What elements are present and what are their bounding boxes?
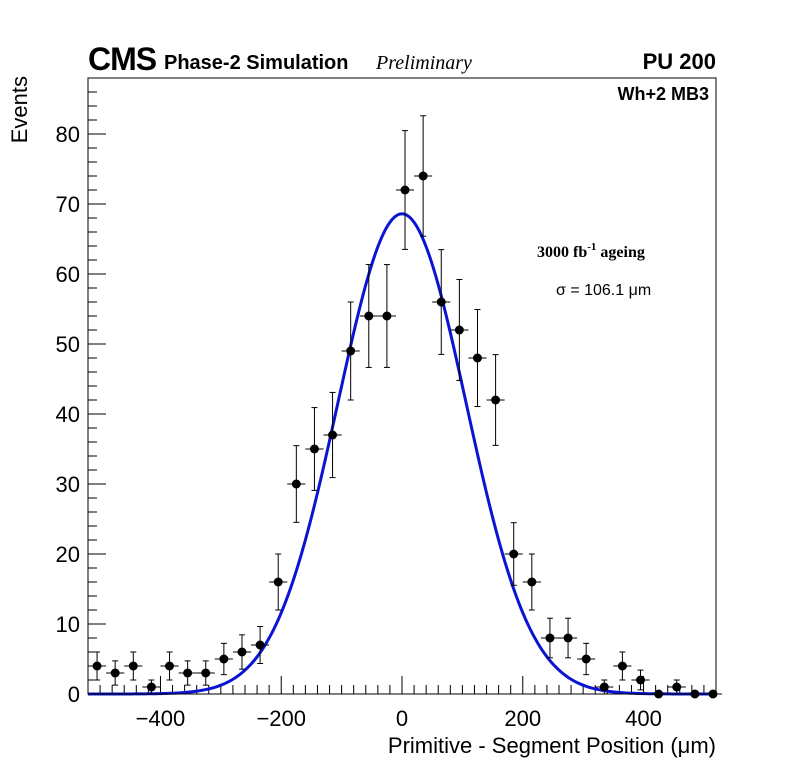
- data-marker: [472, 353, 482, 363]
- ageing-annotation: 3000 fb-1 ageing: [537, 241, 645, 261]
- fit-layer: [88, 212, 716, 696]
- data-marker: [672, 682, 682, 692]
- data-marker: [183, 668, 193, 678]
- tick-layer: [88, 91, 705, 695]
- y-tick-label: 30: [56, 472, 80, 497]
- data-point: [377, 264, 396, 368]
- data-marker: [291, 479, 301, 489]
- data-point: [559, 617, 578, 659]
- y-tick-label: 80: [56, 122, 80, 147]
- plot-frame: [87, 77, 717, 695]
- data-marker: [237, 647, 247, 657]
- data-marker: [110, 668, 120, 678]
- y-tick-label: 50: [56, 332, 80, 357]
- data-point: [631, 669, 650, 691]
- data-marker: [92, 661, 102, 671]
- data-marker: [364, 311, 374, 321]
- sigma-annotation: σ = 106.1 μm: [556, 282, 651, 299]
- data-point: [305, 407, 324, 491]
- data-point: [178, 660, 197, 686]
- data-marker: [328, 430, 338, 440]
- data-marker: [400, 185, 410, 195]
- data-point: [359, 264, 378, 368]
- data-point: [577, 642, 596, 676]
- data-point: [540, 617, 559, 659]
- pileup-label: PU 200: [643, 49, 716, 74]
- y-tick-label: 10: [56, 612, 80, 637]
- ageing-main: 3000 fb: [537, 244, 587, 261]
- data-point: [667, 679, 686, 695]
- data-point: [106, 660, 125, 686]
- data-marker: [636, 675, 646, 685]
- data-point: [323, 391, 342, 479]
- data-point: [142, 679, 161, 695]
- points-layer: [88, 115, 723, 699]
- data-marker: [491, 395, 501, 405]
- y-tick-label: 20: [56, 542, 80, 567]
- data-point: [522, 553, 541, 611]
- y-tick-label: 40: [56, 402, 80, 427]
- data-marker: [146, 682, 156, 692]
- data-point: [124, 651, 143, 681]
- data-point: [196, 660, 215, 686]
- tick-label-layer: −400 −200 0 200 400 0 10 20 30 40 50 60 70 80: [56, 122, 662, 731]
- data-point: [450, 279, 469, 381]
- gaussian-fit-curve: [88, 212, 716, 696]
- x-axis-title: Primitive - Segment Position (μm): [388, 733, 716, 758]
- data-point: [251, 625, 270, 665]
- x-tick-label: 0: [396, 706, 408, 731]
- data-point: [395, 130, 415, 250]
- chamber-label: Wh+2 MB3: [617, 84, 709, 104]
- simulation-label: Phase-2 Simulation: [164, 52, 349, 74]
- data-point: [432, 249, 451, 355]
- data-point: [486, 354, 505, 446]
- data-point: [468, 309, 487, 407]
- data-point: [341, 301, 360, 401]
- data-marker: [545, 633, 555, 643]
- data-marker: [255, 640, 265, 650]
- data-marker: [454, 325, 464, 335]
- data-marker: [436, 297, 446, 307]
- data-marker: [346, 346, 356, 356]
- data-point: [613, 651, 632, 681]
- cms-label: CMS: [88, 41, 157, 77]
- data-point: [232, 634, 252, 670]
- data-point: [88, 651, 107, 681]
- x-tick-label: 400: [625, 706, 662, 731]
- data-marker: [581, 654, 591, 664]
- data-point: [160, 651, 179, 681]
- data-marker: [509, 549, 519, 559]
- y-tick-label: 0: [68, 682, 80, 707]
- data-point: [504, 522, 523, 586]
- ageing-superscript: -1: [587, 241, 596, 253]
- data-marker: [165, 661, 175, 671]
- y-tick-label: 60: [56, 262, 80, 287]
- preliminary-label: Preliminary: [375, 52, 472, 74]
- data-point: [214, 642, 233, 676]
- data-marker: [527, 577, 537, 587]
- data-marker: [273, 577, 283, 587]
- data-marker: [599, 682, 609, 692]
- data-marker: [309, 444, 319, 454]
- x-tick-label: −200: [256, 706, 306, 731]
- data-point: [287, 445, 306, 523]
- y-tick-label: 70: [56, 192, 80, 217]
- x-tick-label: 200: [504, 706, 541, 731]
- data-marker: [201, 668, 211, 678]
- x-tick-label: −400: [136, 706, 186, 731]
- data-marker: [617, 661, 627, 671]
- data-marker: [382, 311, 392, 321]
- y-axis-title: Events: [7, 76, 32, 143]
- data-marker: [128, 661, 138, 671]
- data-marker: [563, 633, 573, 643]
- data-point: [269, 553, 288, 611]
- data-marker: [418, 171, 428, 181]
- data-marker: [219, 654, 229, 664]
- ageing-tail: ageing: [596, 244, 644, 261]
- data-point: [414, 115, 433, 237]
